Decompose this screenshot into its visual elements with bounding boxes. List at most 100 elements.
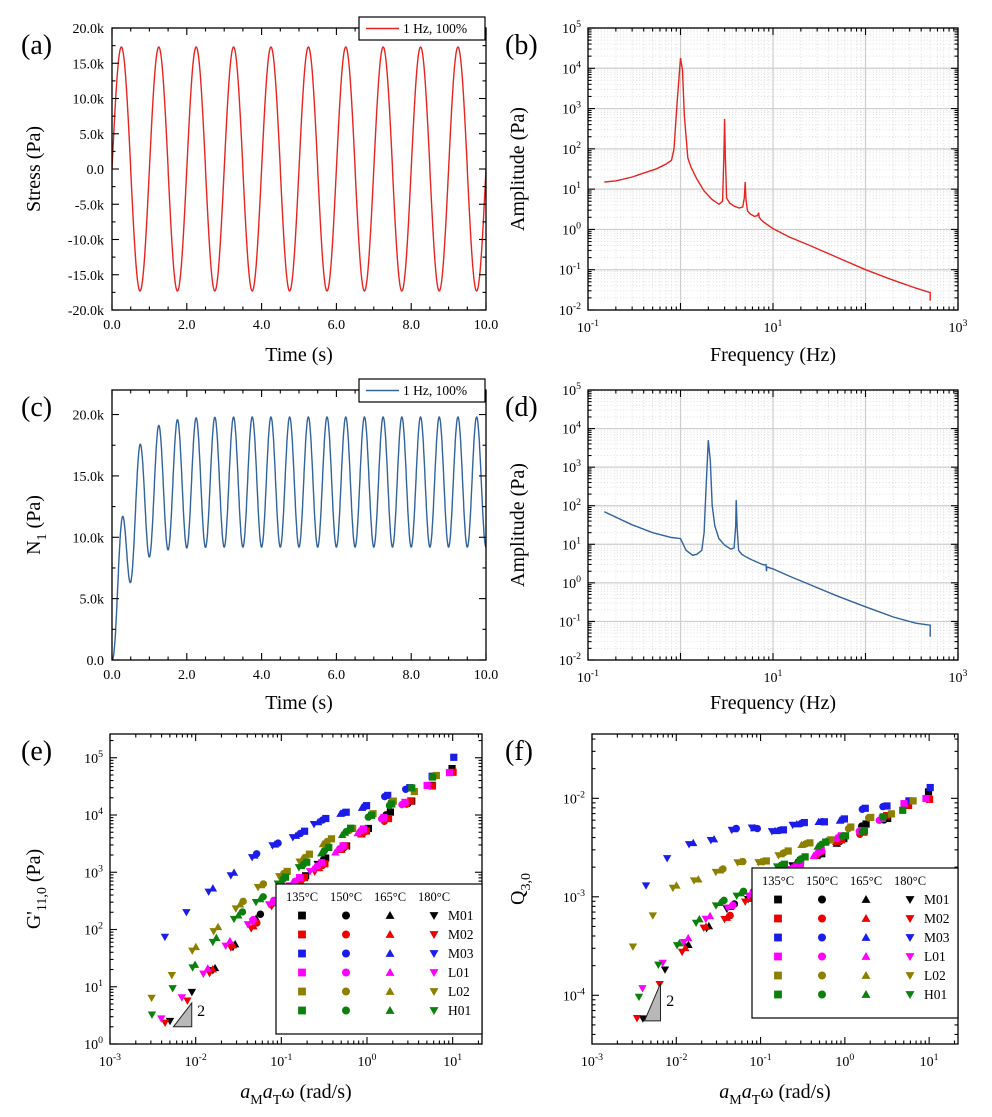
svg-text:-15.0k: -15.0k <box>68 269 104 284</box>
svg-text:100: 100 <box>84 1035 103 1053</box>
panel-letter: (f) <box>505 736 533 767</box>
svg-text:100: 100 <box>835 1052 854 1070</box>
svg-text:105: 105 <box>84 749 103 767</box>
svg-text:Time (s): Time (s) <box>265 692 333 714</box>
svg-text:M02: M02 <box>924 911 950 926</box>
svg-text:135°C: 135°C <box>286 890 318 904</box>
svg-text:104: 104 <box>562 59 581 77</box>
svg-text:10-2: 10-2 <box>185 1052 207 1070</box>
svg-text:0.0: 0.0 <box>103 318 121 333</box>
svg-text:1 Hz, 100%: 1 Hz, 100% <box>403 383 467 398</box>
svg-text:15.0k: 15.0k <box>73 470 105 485</box>
svg-text:105: 105 <box>562 19 581 37</box>
tick-labels: 0.0 2.0 4.0 6.0 8.0 10.0 -20.0k -15.0k -10.0k -5.… <box>68 22 498 333</box>
series-area <box>604 57 931 301</box>
svg-text:10-2: 10-2 <box>559 301 581 319</box>
svg-text:4.0: 4.0 <box>253 668 271 683</box>
svg-text:150°C: 150°C <box>806 874 838 888</box>
panel-d-plot: 10-1 101 10310-210-1100101102103104105Freq… <box>505 381 968 714</box>
svg-text:104: 104 <box>84 806 103 824</box>
svg-text:Amplitude (Pa): Amplitude (Pa) <box>507 463 529 587</box>
svg-text:Frequency (Hz): Frequency (Hz) <box>710 344 836 366</box>
tick-labels: 0.0 2.0 4.0 6.0 8.0 10.0 0.0 5.0k 10.0k 15.0k 20.0… <box>73 409 499 683</box>
grid <box>587 389 959 661</box>
panel-d: 10-1 101 103 10-2 10-1 100 101 102 103 104 105 Freq… <box>500 370 978 718</box>
svg-text:Stress (Pa): Stress (Pa) <box>23 126 45 212</box>
svg-text:-5.0k: -5.0k <box>75 198 104 213</box>
svg-text:10-3: 10-3 <box>99 1052 121 1070</box>
svg-text:180°C: 180°C <box>894 874 926 888</box>
tick-labels: 10-3 10-2 10-1 100 101 100 101 102 103 104 105 <box>84 749 462 1070</box>
svg-text:H01: H01 <box>924 987 947 1002</box>
svg-text:4.0: 4.0 <box>253 318 271 333</box>
svg-text:M03: M03 <box>924 930 950 945</box>
svg-text:M02: M02 <box>448 927 474 942</box>
svg-text:10.0: 10.0 <box>474 318 499 333</box>
svg-text:10-1: 10-1 <box>559 261 581 279</box>
svg-text:aMaTω (rad/s): aMaTω (rad/s) <box>719 1081 830 1108</box>
panel-letter: (a) <box>21 30 52 61</box>
svg-text:101: 101 <box>562 535 581 553</box>
svg-text:10-3: 10-3 <box>581 1052 603 1070</box>
svg-text:100: 100 <box>358 1052 377 1070</box>
svg-text:L02: L02 <box>448 984 470 999</box>
svg-text:6.0: 6.0 <box>328 668 346 683</box>
svg-text:Frequency (Hz): Frequency (Hz) <box>710 692 836 714</box>
svg-text:10-1: 10-1 <box>577 318 599 336</box>
svg-text:150°C: 150°C <box>330 890 362 904</box>
svg-text:10.0k: 10.0k <box>73 531 105 546</box>
svg-text:-10.0k: -10.0k <box>68 234 104 249</box>
svg-text:Q3,0: Q3,0 <box>507 873 534 905</box>
svg-text:L01: L01 <box>924 949 946 964</box>
svg-text:100: 100 <box>562 221 581 239</box>
svg-text:103: 103 <box>949 318 968 336</box>
svg-text:103: 103 <box>949 668 968 686</box>
slope-label: 2 <box>197 1003 205 1020</box>
legend: 1 Hz, 100% <box>358 16 486 41</box>
slope-label: 2 <box>666 993 674 1010</box>
slope-triangle <box>172 1001 193 1028</box>
svg-text:20.0k: 20.0k <box>73 409 105 424</box>
svg-text:10-2: 10-2 <box>665 1052 687 1070</box>
svg-text:101: 101 <box>562 180 581 198</box>
svg-text:103: 103 <box>84 863 103 881</box>
svg-text:101: 101 <box>443 1052 462 1070</box>
svg-text:5.0k: 5.0k <box>80 593 105 608</box>
svg-text:L01: L01 <box>448 965 470 980</box>
svg-text:10-1: 10-1 <box>559 613 581 631</box>
svg-text:103: 103 <box>562 458 581 476</box>
panel-c-plot: 0.0 2.0 4.0 6.0 8.0 10.0 0.0 5.0k 10.0k 15.0k 20.0… <box>21 378 499 714</box>
slope-triangle <box>643 983 662 1022</box>
svg-text:165°C: 165°C <box>374 890 406 904</box>
panel-a-plot: 0.0 2.0 4.0 6.0 8.0 10.0 -20.0k -15.0k -10.0k -5.… <box>21 16 498 366</box>
svg-text:104: 104 <box>562 420 581 438</box>
svg-text:6.0: 6.0 <box>328 318 346 333</box>
svg-text:102: 102 <box>562 497 581 515</box>
svg-text:10.0: 10.0 <box>474 668 499 683</box>
svg-text:102: 102 <box>562 140 581 158</box>
panel-letter: (d) <box>505 392 538 423</box>
series-H01 <box>147 773 437 1019</box>
svg-text:20.0k: 20.0k <box>73 22 105 37</box>
legend: 135°C 150°C 165°C 180°C M01 M02 M03 L01 L02 H01 <box>751 867 959 1019</box>
svg-text:10-1: 10-1 <box>749 1052 771 1070</box>
svg-text:G'11,0 (Pa): G'11,0 (Pa) <box>23 849 50 929</box>
svg-text:135°C: 135°C <box>762 874 794 888</box>
svg-text:-20.0k: -20.0k <box>68 304 104 319</box>
panel-letter: (c) <box>21 392 52 423</box>
axes <box>587 389 959 661</box>
svg-text:M01: M01 <box>924 892 950 907</box>
panel-b-plot: 10-1 101 10310-210-1100101102103104105Freq… <box>505 19 968 366</box>
svg-text:N1 (Pa): N1 (Pa) <box>23 495 50 555</box>
panel-b: 10-1 101 103 10-2 10-1 100 101 102 103 104 105 Freq… <box>500 10 978 370</box>
svg-text:L02: L02 <box>924 968 946 983</box>
svg-text:103: 103 <box>562 100 581 118</box>
series-line <box>112 46 486 292</box>
svg-text:M01: M01 <box>448 908 474 923</box>
svg-text:H01: H01 <box>448 1003 471 1018</box>
panel-c: 0.0 2.0 4.0 6.0 8.0 10.0 0.0 5.0k 10.0k 15.0k 20.0… <box>16 370 500 718</box>
svg-text:101: 101 <box>920 1052 939 1070</box>
svg-text:2.0: 2.0 <box>178 318 196 333</box>
